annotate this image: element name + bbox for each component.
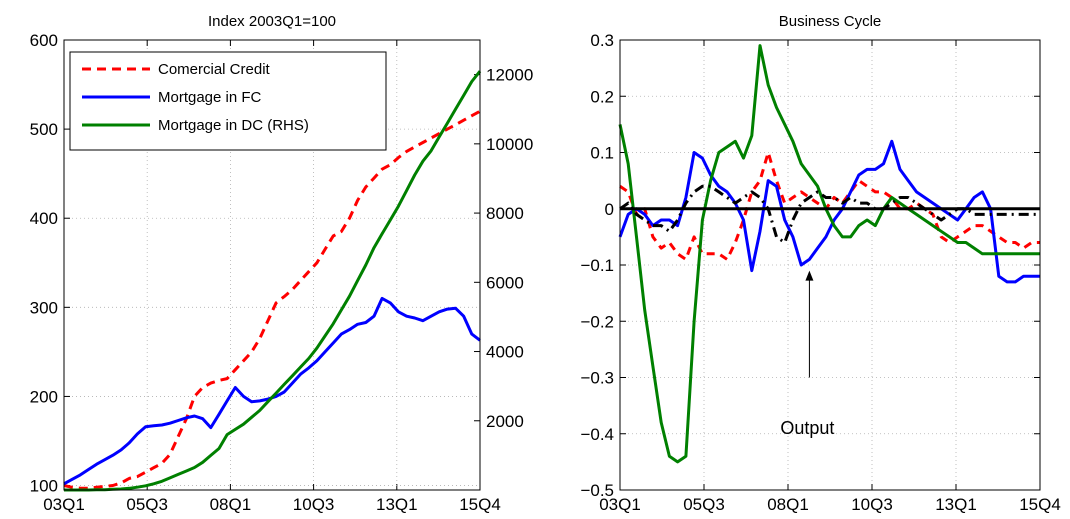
x-tick-label: 15Q4 <box>1019 495 1061 514</box>
x-tick-label: 10Q3 <box>293 495 335 514</box>
y-tick-label: −0.4 <box>580 425 614 444</box>
y2-tick-label: 10000 <box>486 135 533 154</box>
series-line-mortgage-in-dc-rhs- <box>64 70 482 492</box>
series-line-comercial-credit <box>63 109 481 490</box>
legend-label: Mortgage in DC (RHS) <box>158 117 309 134</box>
y-tick-label: 0.2 <box>590 87 614 106</box>
plot-area-frame <box>63 39 481 491</box>
series-line-panel1-0 <box>619 151 1040 261</box>
y-tick-label: 0.3 <box>590 31 614 50</box>
chart-title: Business Cycle <box>779 13 882 30</box>
x-tick-label: 05Q3 <box>683 495 725 514</box>
x-tick-label: 15Q4 <box>459 495 501 514</box>
legend-box <box>69 51 387 151</box>
x-tick-label: 08Q1 <box>767 495 809 514</box>
legend-label: Comercial Credit <box>158 61 271 78</box>
y2-tick-label: 6000 <box>486 273 524 292</box>
x-tick-label: 13Q1 <box>935 495 977 514</box>
annotation-arrow-head <box>805 270 814 281</box>
y2-tick-label: 2000 <box>486 412 524 431</box>
y-tick-label: −0.5 <box>580 481 614 500</box>
legend-label: Mortgage in FC <box>158 89 262 106</box>
y-tick-label: 300 <box>30 298 58 317</box>
x-tick-label: 08Q1 <box>210 495 252 514</box>
y2-tick-label: 8000 <box>486 204 524 223</box>
y-tick-label: 600 <box>30 31 58 50</box>
y2-tick-label: 12000 <box>486 66 533 85</box>
y-tick-label: 0.1 <box>590 144 614 163</box>
series-line-panel1-2 <box>618 44 1040 464</box>
series-line-panel1-1 <box>618 139 1040 284</box>
chart-title: Index 2003Q1=100 <box>208 13 336 30</box>
y2-tick-label: 4000 <box>486 343 524 362</box>
series-line-mortgage-in-fc <box>63 296 481 486</box>
y-tick-label: 0 <box>605 200 614 219</box>
y-tick-label: −0.1 <box>580 256 614 275</box>
x-tick-label: 03Q1 <box>599 495 641 514</box>
annotation-label: Output <box>780 418 834 438</box>
x-tick-label: 10Q3 <box>851 495 893 514</box>
y-tick-label: 100 <box>30 477 58 496</box>
series-line-panel1-3 <box>619 184 1040 244</box>
y-tick-label: 500 <box>30 120 58 139</box>
plot-area-frame <box>619 39 1041 491</box>
y-tick-label: 200 <box>30 387 58 406</box>
y-tick-label: −0.3 <box>580 369 614 388</box>
x-tick-label: 05Q3 <box>126 495 168 514</box>
y-tick-label: −0.2 <box>580 312 614 331</box>
x-tick-label: 13Q1 <box>376 495 418 514</box>
y-tick-label: 400 <box>30 209 58 228</box>
x-tick-label: 03Q1 <box>43 495 85 514</box>
